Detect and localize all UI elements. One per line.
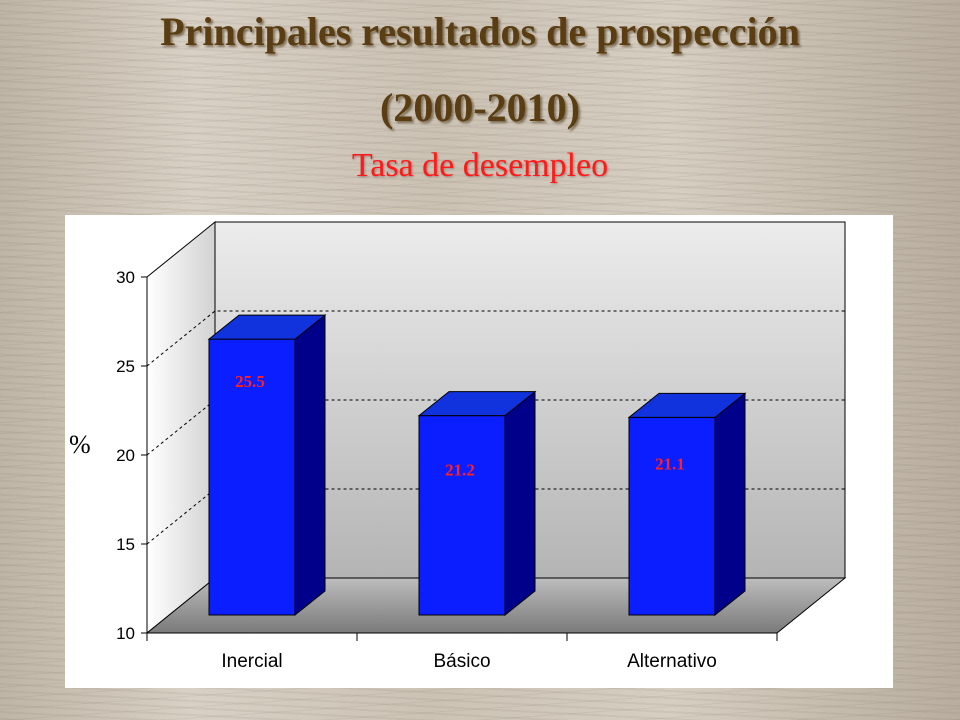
bar-side (294, 314, 326, 617)
bar-front (418, 415, 506, 616)
axes (141, 276, 778, 641)
labels: 10 15 20 25 30% 25.5 Inercial 21.2 Básico 21.1 Alt… (69, 268, 717, 672)
bar-top (417, 391, 537, 417)
data-label: 21.1 (655, 454, 685, 473)
bars (207, 314, 747, 617)
y-tick-label: 15 (116, 535, 135, 554)
bar-básico (417, 390, 537, 617)
bar-side (714, 392, 746, 617)
y-axis-label: % (69, 430, 91, 459)
chart-title: Tasa de desempleo (351, 147, 609, 184)
bar-top (207, 314, 327, 340)
bar-side (504, 390, 536, 617)
bar-alternativo (627, 392, 747, 617)
x-tick-label: Básico (433, 651, 490, 672)
y-tick-label: 25 (116, 357, 135, 376)
y-tick-label: 20 (116, 446, 135, 465)
bar-chart: 10 15 20 25 30% 25.5 Inercial 21.2 Básico 21.1 Alt… (69, 220, 847, 672)
bar-inercial (207, 314, 327, 617)
page-title-line-2: (2000-2010) (380, 85, 580, 130)
x-tick-label: Alternativo (627, 651, 717, 672)
page-title-line-1: Principales resultados de prospección (160, 9, 800, 54)
x-tick-label: Inercial (221, 651, 282, 672)
data-label: 21.2 (445, 461, 475, 480)
bar-top (627, 392, 747, 418)
bar-front (628, 416, 716, 616)
y-tick-label: 30 (116, 268, 135, 287)
y-tick-label: 10 (116, 624, 135, 643)
data-label: 25.5 (235, 372, 265, 391)
chart-panel: 10 15 20 25 30% 25.5 Inercial 21.2 Básico 21.1 Alt… (65, 215, 893, 688)
